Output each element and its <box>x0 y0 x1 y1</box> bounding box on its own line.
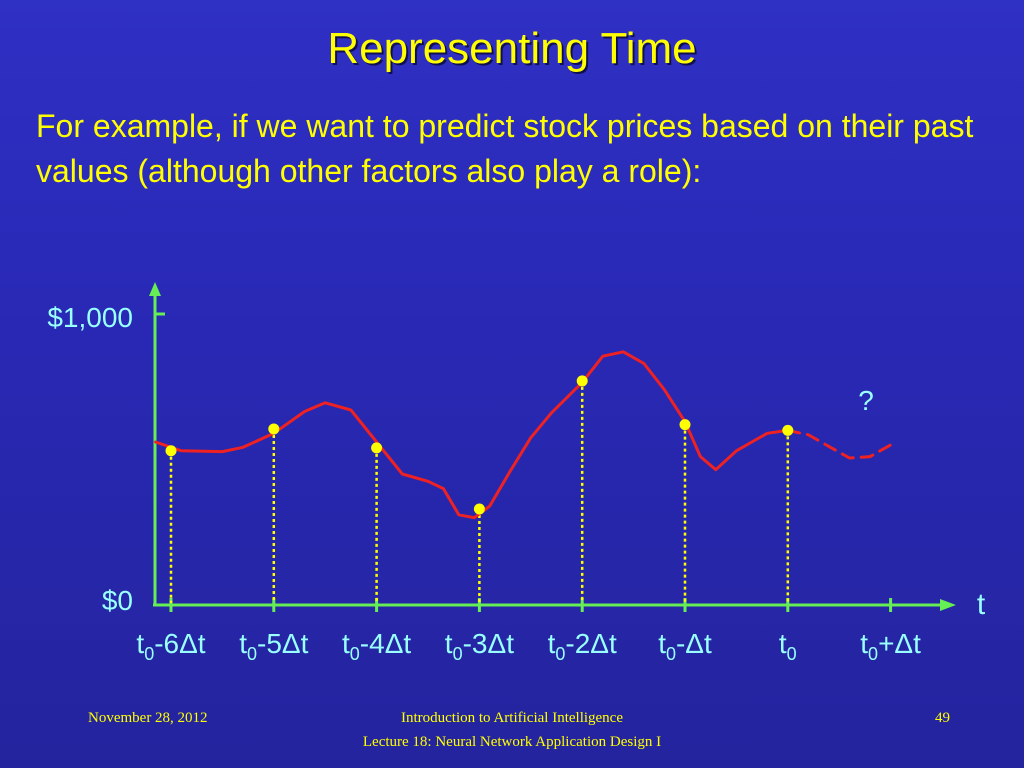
sample-guide-lines <box>169 380 790 603</box>
unknown-future-marker: ? <box>858 385 874 416</box>
footer-course-title: Introduction to Artificial Intelligence … <box>300 706 724 754</box>
x-tick-label: t0-4Δt <box>342 628 411 664</box>
slide-body-text: For example, if we want to predict stock… <box>36 108 974 189</box>
x-tick-label: t0 <box>779 628 797 664</box>
x-tick-label: t0-2Δt <box>548 628 617 664</box>
x-tick-label: t0-6Δt <box>136 628 205 664</box>
footer-course-line1: Introduction to Artificial Intelligence <box>400 710 623 726</box>
sample-point <box>473 503 485 515</box>
forecast-curve-dashed <box>786 428 898 460</box>
axis-labels: $1,000 $0 t? t0-6Δt t0-5Δt t0-4Δt t0-3Δt t0-2Δt… <box>47 302 985 664</box>
x-tick-label: t0-3Δt <box>445 628 514 664</box>
chart-axes <box>149 282 956 612</box>
y-label-max: $1,000 <box>47 302 133 333</box>
x-axis-arrowhead <box>940 599 956 611</box>
x-tick-label: t0+Δt <box>860 628 921 664</box>
sample-point <box>679 419 691 431</box>
sample-point <box>371 442 383 454</box>
sample-points <box>165 375 794 515</box>
slide-title: Representing Time <box>327 24 697 73</box>
sample-point <box>782 424 794 436</box>
sample-point <box>165 445 177 457</box>
x-tick-label: t0-5Δt <box>239 628 308 664</box>
sample-point <box>576 375 588 387</box>
price-curves <box>154 350 898 520</box>
footer-course-line2: Lecture 18: Neural Network Application D… <box>362 734 662 750</box>
footer-date: November 28, 2012 <box>88 710 208 726</box>
x-axis-label: t <box>977 588 986 621</box>
y-axis-arrowhead <box>149 282 161 296</box>
sample-point <box>268 423 280 435</box>
price-curve <box>154 350 790 520</box>
x-tick-label: t0-Δt <box>658 628 712 664</box>
footer-page-number: 49 <box>935 710 950 726</box>
y-label-zero: $0 <box>102 585 133 616</box>
